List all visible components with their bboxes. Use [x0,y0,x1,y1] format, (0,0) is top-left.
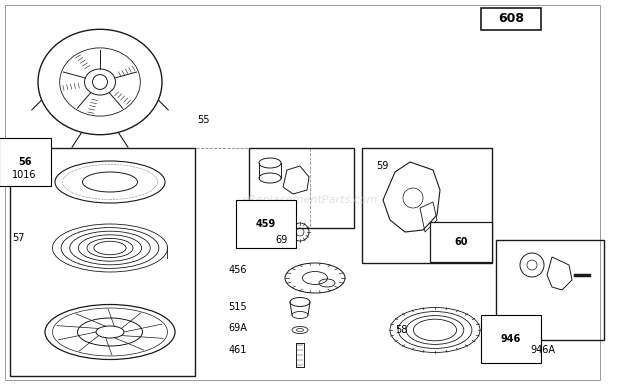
Text: 56: 56 [18,157,32,167]
Bar [481,8,541,30]
Bar [362,148,492,263]
Bar [430,222,492,262]
Bar [249,148,354,228]
Bar [496,240,604,340]
Text: 456: 456 [229,265,247,275]
Text: 69A: 69A [228,323,247,333]
Text: 461: 461 [229,345,247,355]
Text: 608: 608 [498,12,524,25]
Bar [10,148,195,376]
Text: 60: 60 [454,237,467,247]
Text: 69: 69 [275,235,287,245]
Text: 946: 946 [501,334,521,344]
Text: 55: 55 [197,115,210,125]
Text: 515: 515 [228,302,247,312]
Bar [506,342,534,358]
Text: 459: 459 [256,219,276,229]
Text: eReplacementParts.com: eReplacementParts.com [242,195,378,205]
Text: 59: 59 [376,161,388,171]
Text: 946A: 946A [530,345,555,355]
Text: 58: 58 [395,325,407,335]
Text: 1016: 1016 [12,170,37,180]
Text: 57: 57 [12,233,25,243]
